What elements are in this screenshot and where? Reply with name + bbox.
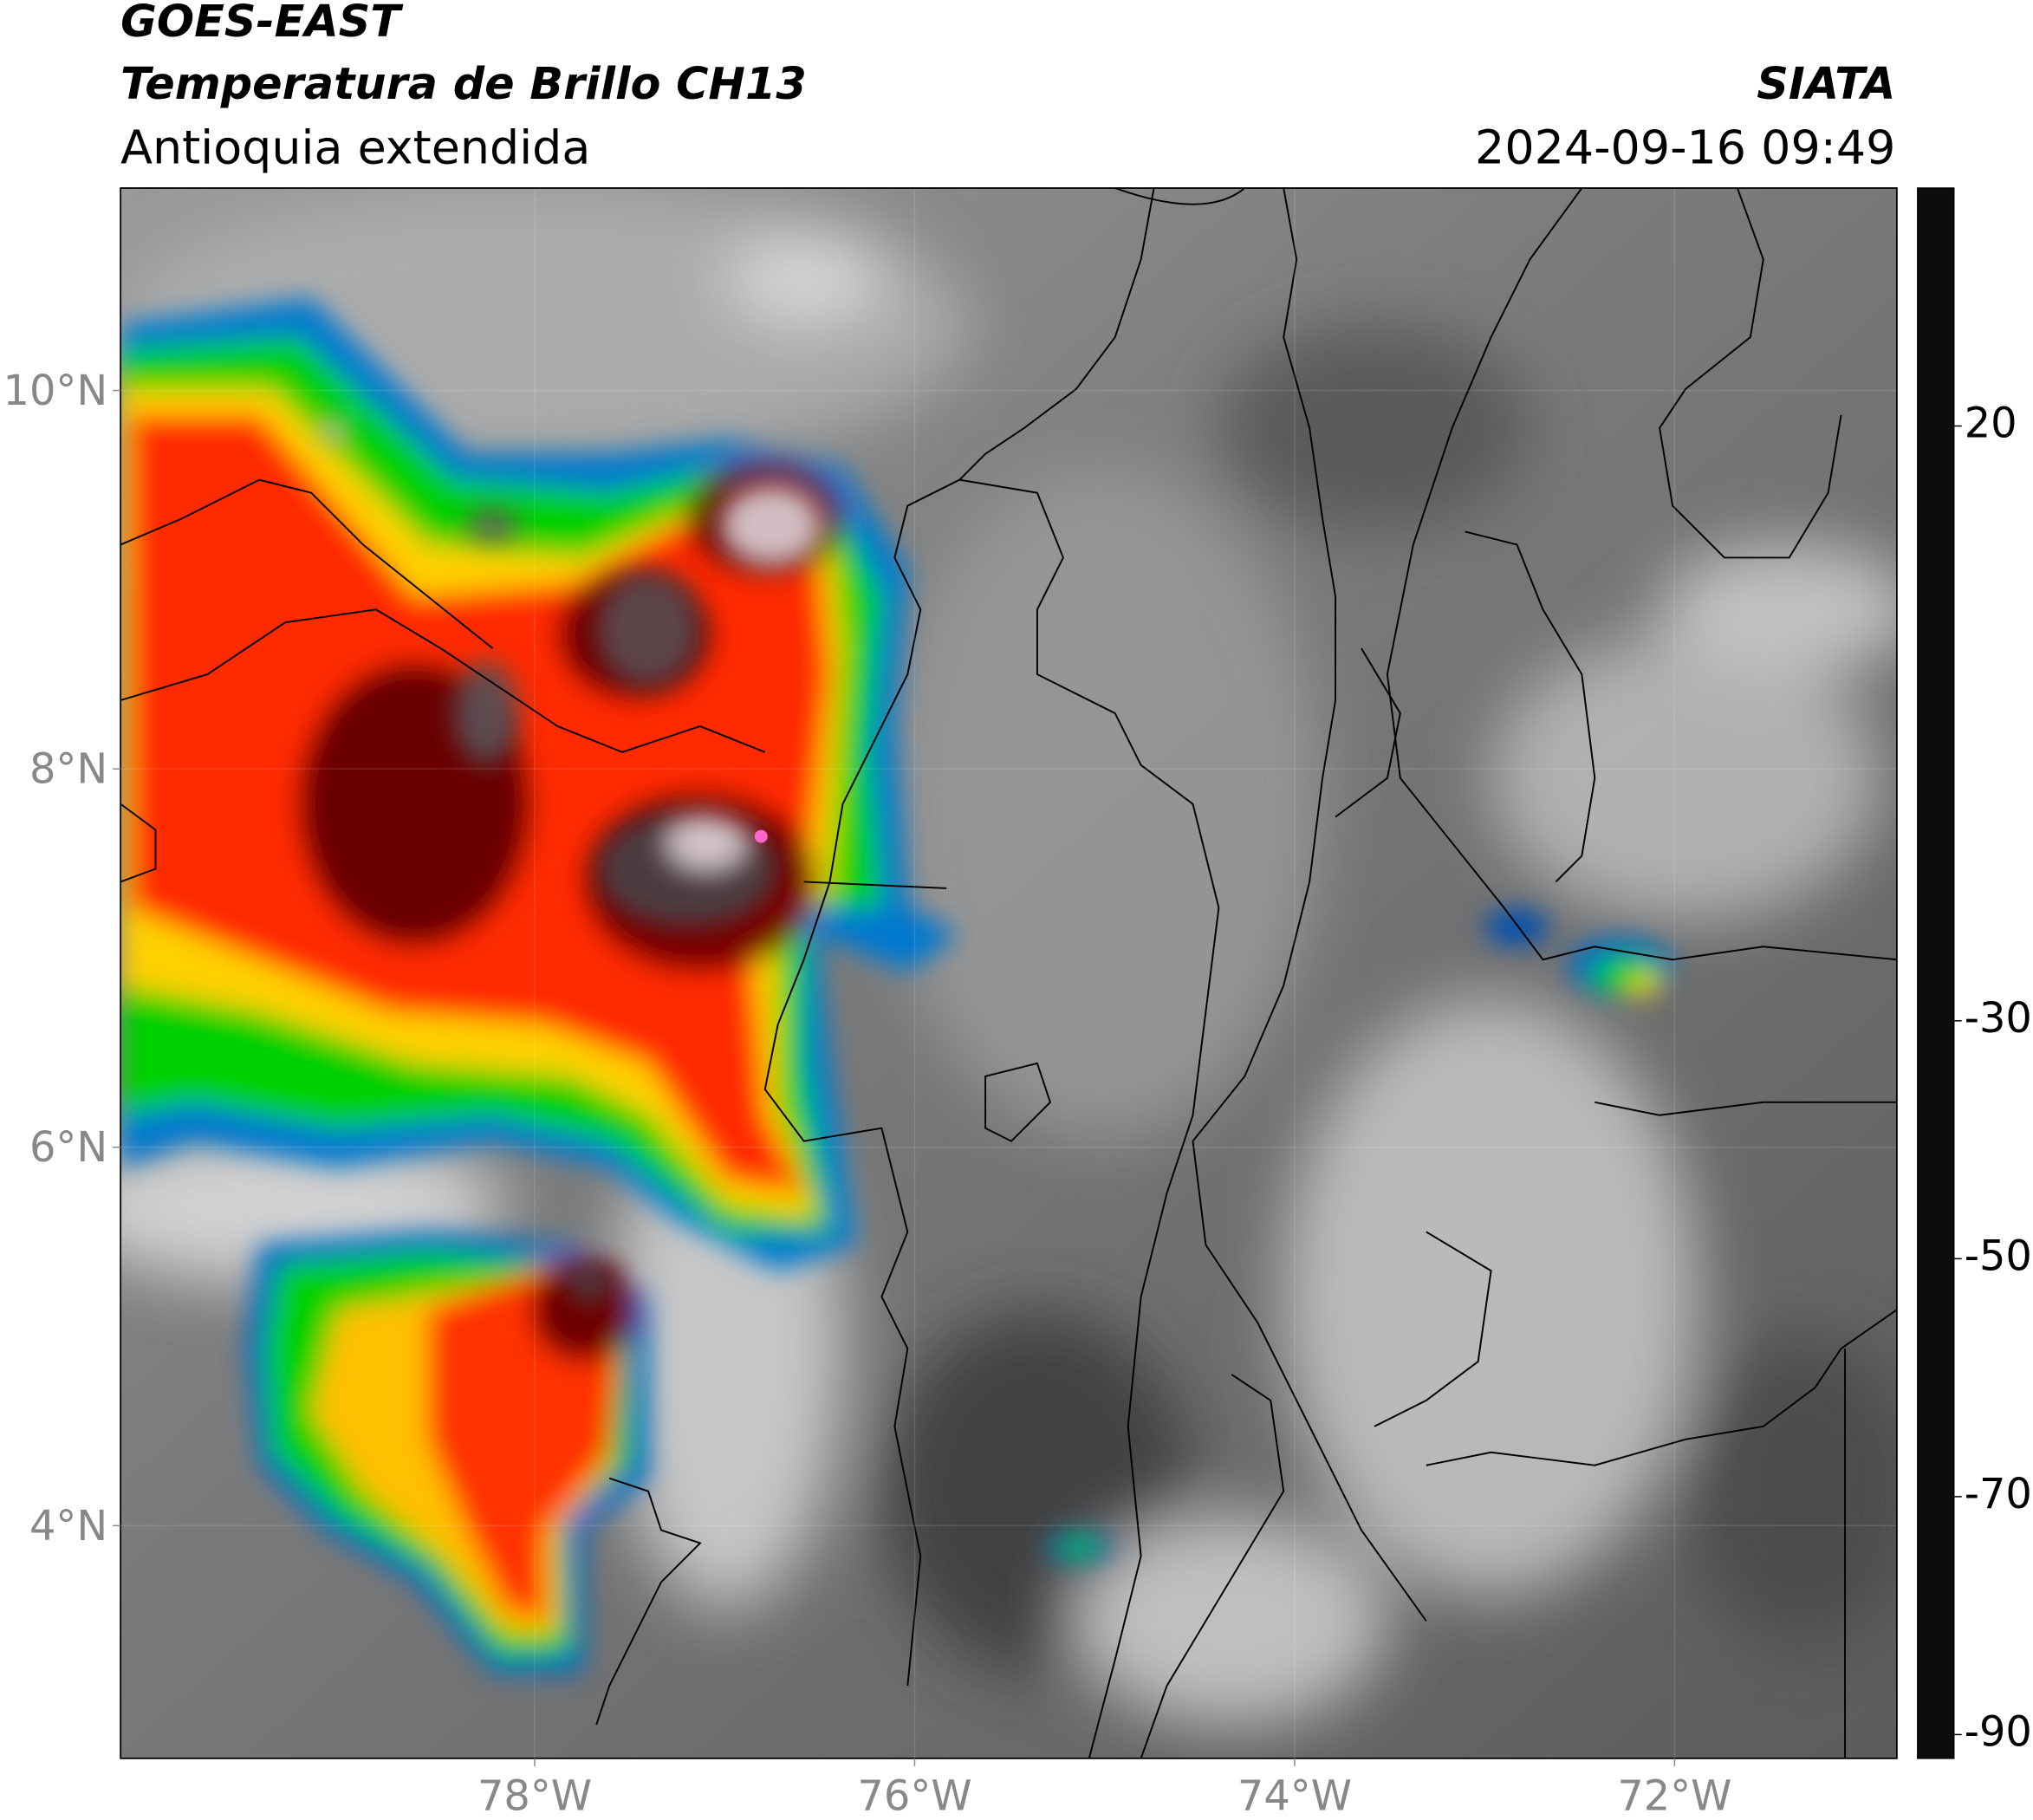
borders xyxy=(120,188,1897,1758)
source: SIATA xyxy=(1757,58,1895,109)
subtitle: Temperatura de Brillo CH13 xyxy=(120,58,807,109)
y-tick-label: 8°N xyxy=(29,746,107,794)
map-frame xyxy=(120,187,1898,1759)
x-tick-label: 76°W xyxy=(857,1773,971,1820)
colorbar-tick-label: 20 xyxy=(1965,400,2017,448)
grid xyxy=(120,188,1897,1758)
x-tick-label: 78°W xyxy=(477,1773,592,1820)
pink-cell xyxy=(754,829,768,843)
colorbar xyxy=(1917,187,1955,1759)
colorbar-tick-label: -90 xyxy=(1965,1708,2032,1756)
x-tick-label: 74°W xyxy=(1237,1773,1352,1820)
colorbar-tick-label: -30 xyxy=(1965,995,2032,1043)
y-tick-label: 6°N xyxy=(29,1124,107,1172)
y-tick-label: 10°N xyxy=(3,367,108,415)
colorbar-tick-label: -70 xyxy=(1965,1471,2032,1518)
title: GOES-EAST xyxy=(120,0,404,47)
map-image xyxy=(120,188,1897,1758)
region: Antioquia extendida xyxy=(120,120,590,175)
x-tick-label: 72°W xyxy=(1617,1773,1731,1820)
y-tick-label: 4°N xyxy=(29,1503,107,1550)
datetime: 2024-09-16 09:49 xyxy=(1475,120,1895,175)
colorbar-tick-label: -50 xyxy=(1965,1232,2032,1280)
